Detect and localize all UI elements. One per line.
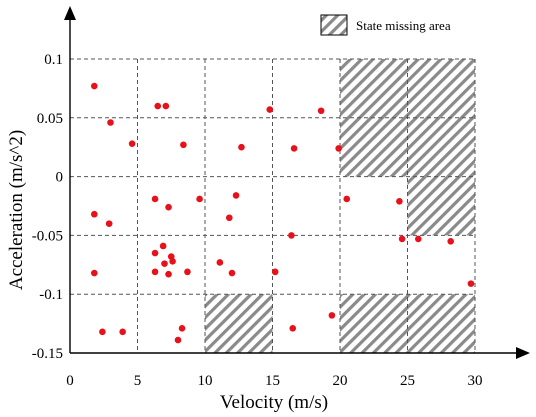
x-tick-label: 5 <box>134 373 142 389</box>
x-axis-label: Velocity (m/s) <box>220 392 328 413</box>
data-point <box>288 232 295 239</box>
data-point <box>169 257 176 265</box>
missing-area <box>407 176 475 236</box>
y-axis-label: Acceleration (m/s^2) <box>6 130 27 290</box>
data-point <box>447 237 455 245</box>
data-point <box>99 328 106 336</box>
x-tick-label: 20 <box>333 373 348 389</box>
legend-label: State missing area <box>356 18 451 33</box>
data-point <box>151 195 159 203</box>
data-point <box>159 242 167 250</box>
data-point <box>151 249 159 257</box>
x-tick-label: 10 <box>198 373 213 389</box>
data-point <box>165 203 172 211</box>
data-point <box>196 195 203 203</box>
x-tick-label: 25 <box>400 373 415 389</box>
data-point <box>184 268 191 276</box>
data-point <box>290 145 298 152</box>
data-point <box>271 268 279 276</box>
y-tick-label: 0.05 <box>37 111 63 127</box>
data-point <box>178 325 186 332</box>
data-point <box>467 280 475 287</box>
data-point <box>154 102 162 110</box>
y-tick-label: -0.05 <box>32 228 63 244</box>
data-point <box>226 214 233 222</box>
data-point <box>180 141 187 149</box>
data-point <box>161 260 168 267</box>
y-tick-label: 0 <box>56 170 64 186</box>
data-point <box>216 259 224 266</box>
data-point <box>107 119 114 126</box>
data-point <box>91 210 98 218</box>
data-point <box>238 143 245 151</box>
data-point <box>105 220 113 227</box>
data-point <box>317 107 325 115</box>
data-point <box>165 270 172 278</box>
y-axis-arrow <box>64 6 76 20</box>
data-point <box>343 195 351 203</box>
data-point <box>174 336 182 344</box>
data-point <box>328 312 336 319</box>
legend-hatch-swatch <box>320 14 348 36</box>
y-tick-label: -0.15 <box>32 346 63 362</box>
data-point <box>228 269 236 277</box>
data-point <box>91 269 98 277</box>
missing-area <box>205 294 273 353</box>
x-axis-arrow <box>516 347 530 359</box>
data-point <box>232 192 240 199</box>
data-point <box>415 235 422 243</box>
data-point <box>91 82 98 90</box>
data-point <box>398 235 406 243</box>
data-point <box>335 145 342 152</box>
data-point <box>162 102 170 110</box>
data-point <box>119 328 126 336</box>
x-tick-label: 0 <box>66 373 74 389</box>
data-point <box>266 106 274 113</box>
x-tick-label: 30 <box>468 373 483 389</box>
data-point <box>151 268 159 276</box>
data-point <box>128 140 136 147</box>
data-point <box>396 197 403 205</box>
missing-area <box>340 294 475 353</box>
y-tick-label: 0.1 <box>44 52 63 68</box>
y-tick-label: -0.1 <box>39 287 63 303</box>
x-tick-label: 15 <box>265 373 280 389</box>
data-point <box>289 325 297 332</box>
